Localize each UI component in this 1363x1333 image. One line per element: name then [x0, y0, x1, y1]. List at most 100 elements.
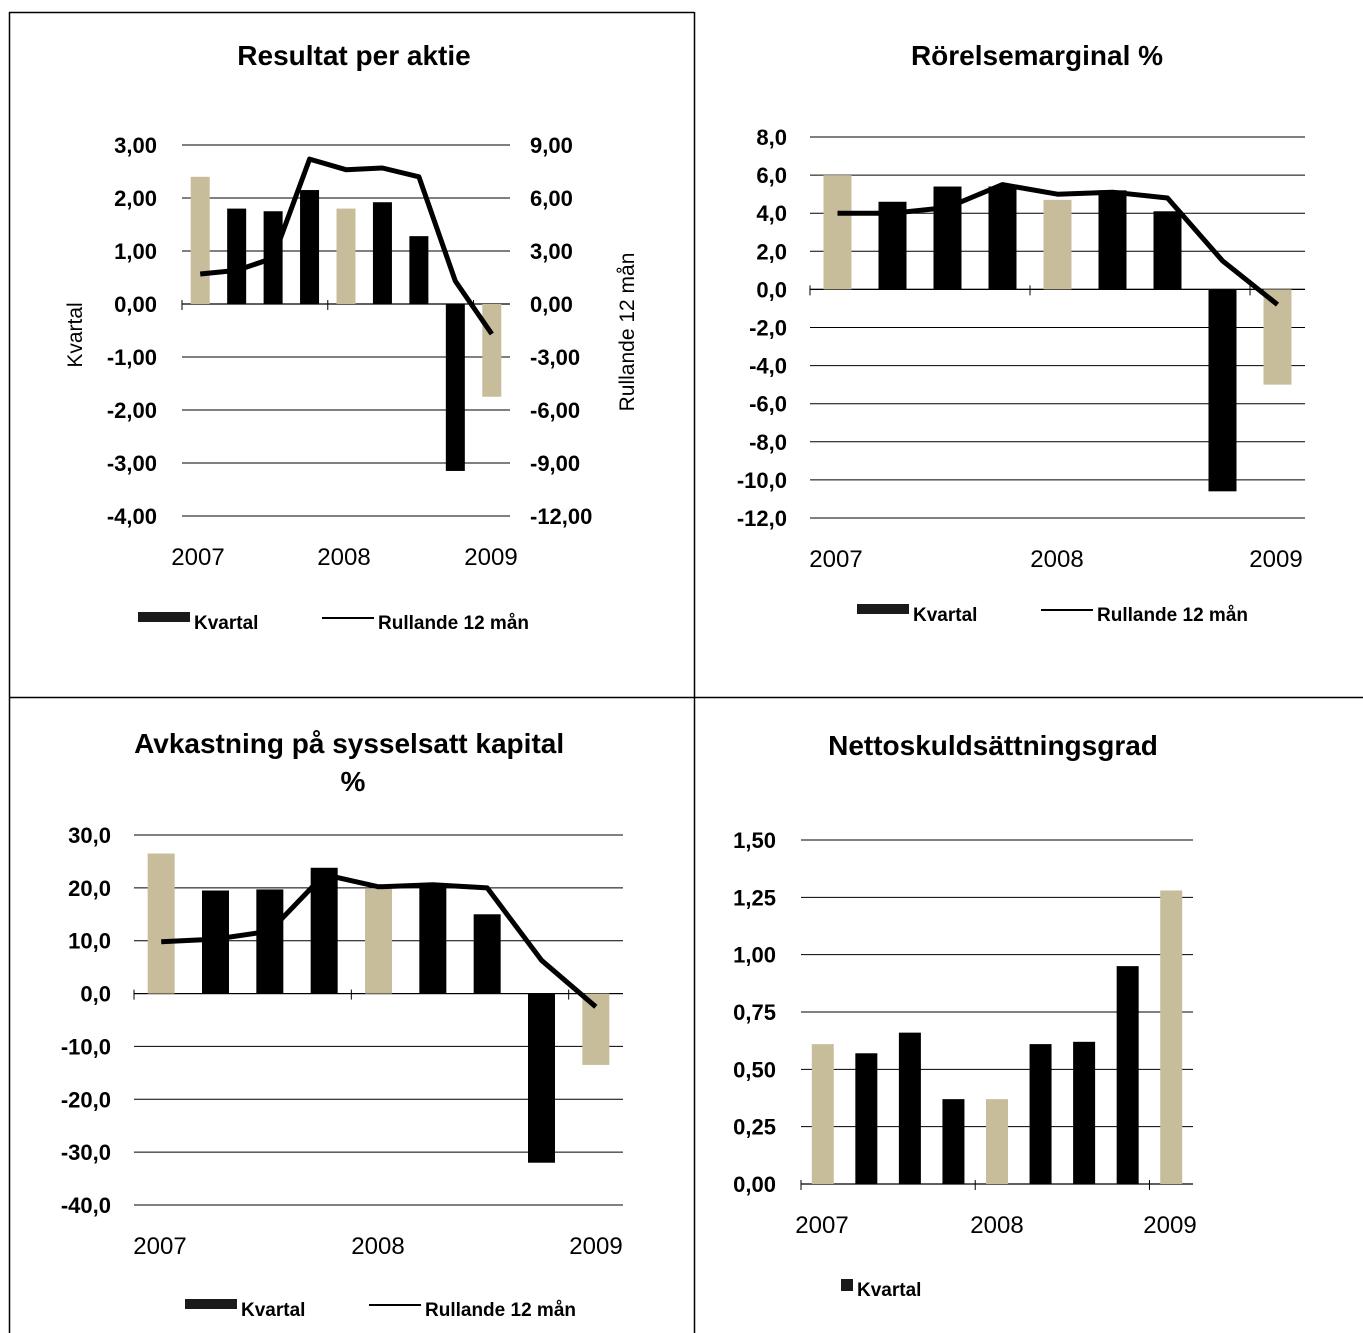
y-tick-label: -8,0 — [749, 430, 787, 455]
bar — [300, 190, 320, 304]
bar — [419, 885, 447, 994]
chart-nettoskuldsattningsgrad: Nettoskuldsättningsgrad 1,50 1,25 1,00 0,75… — [733, 730, 1197, 1301]
y2-tick-label: 6,00 — [530, 186, 573, 211]
legend-swatch-bar — [841, 1279, 853, 1291]
y-tick-label: 0,50 — [733, 1057, 776, 1082]
bar — [445, 304, 465, 471]
legend-label: Rullande 12 mån — [378, 613, 529, 634]
bar — [1073, 1041, 1096, 1184]
bar — [482, 304, 502, 397]
y-tick-label: -6,0 — [749, 392, 787, 417]
chart-resultat-per-aktie: Resultat per aktie Kvartal Rullande 12 m… — [64, 40, 639, 634]
y-tick-label: 1,00 — [733, 943, 776, 968]
y-tick-label: -2,0 — [749, 316, 787, 341]
legend-swatch-bar — [185, 1299, 237, 1309]
y-tick-label: 0,25 — [733, 1115, 776, 1140]
y-tick-label: -40,0 — [61, 1193, 111, 1218]
x-tick-label: 2008 — [317, 544, 370, 571]
y2-tick-label: -6,00 — [530, 398, 580, 423]
bar — [1208, 289, 1237, 492]
y-tick-label: 0,0 — [756, 277, 787, 302]
y-tick-label: -20,0 — [61, 1087, 111, 1112]
bar — [256, 889, 284, 994]
y-tick-label: 0,0 — [80, 982, 111, 1007]
x-tick-label: 2009 — [1249, 546, 1302, 573]
x-tick-label: 2008 — [970, 1212, 1023, 1239]
y-tick-label: -10,0 — [737, 468, 787, 493]
y-tick-label: 6,0 — [756, 163, 787, 188]
y-tick-label: -4,00 — [107, 504, 157, 529]
bar — [986, 1099, 1008, 1184]
y2-axis-label: Rullande 12 mån — [616, 253, 639, 412]
bar — [988, 186, 1017, 290]
bar — [942, 1099, 965, 1184]
legend-label: Kvartal — [857, 1280, 921, 1301]
bar — [898, 1032, 921, 1184]
legend-label: Rullande 12 mån — [1097, 605, 1248, 626]
y-tick-label: 0,00 — [733, 1172, 776, 1197]
y-tick-label: 20,0 — [68, 876, 111, 901]
bar — [855, 1053, 878, 1184]
legend-label: Kvartal — [913, 605, 977, 626]
y-tick-label: 1,25 — [733, 885, 776, 910]
bar — [227, 208, 247, 304]
y-tick-label: 1,50 — [733, 828, 776, 853]
y2-tick-label: 3,00 — [530, 239, 573, 264]
bar — [365, 888, 392, 994]
line-series — [837, 182, 1280, 307]
legend-label: Kvartal — [241, 1300, 305, 1321]
legend-label: Rullande 12 mån — [425, 1300, 576, 1321]
y-tick-label: 3,00 — [114, 133, 157, 158]
y-tick-label: 1,00 — [114, 239, 157, 264]
chart-title-line-1: Avkastning på sysselsatt kapital — [134, 728, 564, 759]
bar — [310, 867, 338, 994]
x-tick-label: 2007 — [133, 1233, 186, 1260]
x-tick-label: 2007 — [795, 1212, 848, 1239]
bar — [1098, 190, 1127, 290]
x-tick-label: 2009 — [569, 1233, 622, 1260]
y-tick-label: 2,00 — [114, 186, 157, 211]
y-tick-label: -10,0 — [61, 1034, 111, 1059]
y-tick-label: -12,0 — [737, 506, 787, 531]
bar — [190, 176, 210, 304]
x-tick-label: 2008 — [1030, 546, 1083, 573]
y-tick-label: 8,0 — [756, 125, 787, 150]
bar — [1160, 890, 1183, 1184]
line-series — [161, 872, 598, 1009]
y-axis-label: Kvartal — [64, 302, 87, 367]
x-tick-label: 2007 — [809, 546, 862, 573]
bar — [878, 201, 907, 290]
y-tick-label: -1,00 — [107, 345, 157, 370]
bar — [409, 236, 429, 304]
x-tick-label: 2009 — [464, 544, 517, 571]
chart-title: Resultat per aktie — [237, 40, 470, 71]
legend-label: Kvartal — [194, 613, 258, 634]
y-tick-label: -4,0 — [749, 354, 787, 379]
chart-rorelsemarginal: Rörelsemarginal % 8,0 6,0 4,0 2,0 0,0 -2,0 -4,… — [737, 40, 1305, 626]
bar — [1116, 966, 1139, 1184]
legend-swatch-bar — [857, 604, 909, 614]
y-tick-label: 0,00 — [114, 292, 157, 317]
y-tick-label: -2,00 — [107, 398, 157, 423]
x-tick-label: 2008 — [351, 1233, 404, 1260]
y-tick-label: -30,0 — [61, 1140, 111, 1165]
x-tick-label: 2009 — [1143, 1212, 1196, 1239]
y-tick-label: -3,00 — [107, 451, 157, 476]
bar — [1263, 289, 1292, 385]
chart-title: Rörelsemarginal % — [911, 40, 1163, 71]
y2-tick-label: 9,00 — [530, 133, 573, 158]
y-tick-label: 10,0 — [68, 929, 111, 954]
bar — [811, 1044, 834, 1184]
y-tick-label: 0,75 — [733, 1000, 776, 1025]
y2-tick-label: -3,00 — [530, 345, 580, 370]
y-tick-label: 30,0 — [68, 823, 111, 848]
chart-avkastning-sysselsatt-kapital: Avkastning på sysselsatt kapital % 30,0 2… — [61, 728, 623, 1321]
bar — [473, 914, 501, 994]
chart-title: Nettoskuldsättningsgrad — [828, 730, 1158, 761]
x-tick-label: 2007 — [171, 544, 224, 571]
bar — [528, 993, 555, 1163]
y2-tick-label: -9,00 — [530, 451, 580, 476]
bar — [147, 853, 175, 994]
chart-title-line-2: % — [341, 766, 366, 797]
